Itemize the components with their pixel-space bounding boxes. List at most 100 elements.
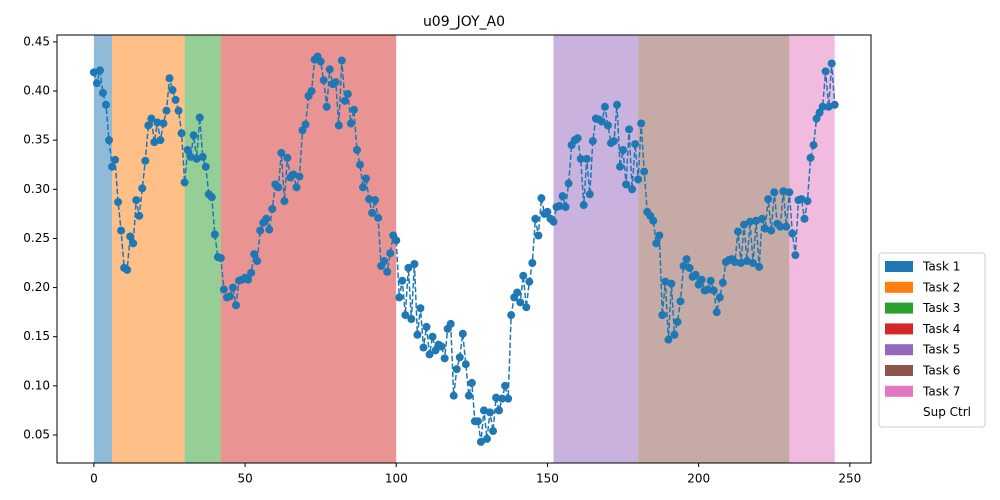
legend-swatch: [885, 302, 913, 314]
data-point: [519, 271, 528, 280]
data-point: [153, 118, 162, 127]
data-point: [507, 311, 516, 320]
data-point: [256, 226, 265, 235]
data-point: [534, 231, 543, 240]
data-point: [770, 188, 779, 197]
data-point: [232, 301, 241, 310]
y-tick-label: 0.20: [23, 280, 50, 294]
data-point: [298, 126, 307, 135]
data-point: [779, 187, 788, 196]
data-point: [349, 105, 358, 114]
y-tick-label: 0.25: [23, 231, 50, 245]
data-point: [374, 213, 383, 222]
legend-label: Task 2: [922, 280, 960, 294]
data-point: [307, 87, 316, 96]
data-point: [516, 298, 525, 307]
data-point: [486, 408, 495, 417]
data-point: [186, 152, 195, 161]
data-point: [812, 114, 821, 123]
y-tick-label: 0.10: [23, 378, 50, 392]
data-point: [658, 311, 667, 320]
data-point: [649, 216, 658, 225]
data-point: [446, 319, 455, 328]
data-point: [419, 343, 428, 352]
data-point: [431, 346, 440, 355]
data-point: [461, 360, 470, 369]
data-point: [89, 68, 98, 77]
legend-swatch: [885, 261, 913, 272]
data-point: [247, 268, 256, 277]
data-point: [355, 160, 364, 169]
data-point: [368, 208, 377, 217]
y-tick-label: 0.30: [23, 182, 50, 196]
data-point: [561, 202, 570, 211]
data-point: [159, 119, 168, 128]
data-point: [244, 275, 253, 284]
data-point: [144, 121, 153, 130]
data-point: [458, 329, 467, 338]
data-point: [395, 293, 404, 302]
data-point: [558, 192, 567, 201]
chart-title: u09_JOY_A0: [423, 14, 505, 30]
data-point: [138, 184, 147, 193]
data-point: [818, 102, 827, 111]
data-point: [476, 437, 485, 446]
data-point: [467, 378, 476, 387]
task-span: [112, 35, 185, 463]
data-point: [183, 145, 192, 154]
data-point: [401, 311, 410, 320]
data-point: [98, 88, 107, 97]
data-point: [495, 406, 504, 415]
legend-swatch: [885, 281, 913, 293]
legend-label: Task 6: [922, 364, 960, 378]
data-point: [280, 197, 289, 206]
data-point: [827, 59, 836, 68]
data-point: [806, 153, 815, 162]
data-point: [691, 270, 700, 279]
task-span: [638, 35, 790, 463]
data-point: [331, 78, 340, 87]
data-point: [800, 214, 809, 223]
data-point: [749, 259, 758, 268]
data-point: [392, 236, 401, 245]
data-point: [736, 259, 745, 268]
data-point: [174, 106, 183, 115]
data-point: [162, 106, 171, 115]
data-point: [168, 86, 177, 95]
data-point: [207, 193, 216, 202]
data-point: [216, 254, 225, 263]
data-point: [667, 279, 676, 288]
data-point: [603, 121, 612, 130]
legend-swatch: [885, 406, 913, 418]
data-point: [655, 231, 664, 240]
data-point: [543, 207, 552, 216]
data-point: [830, 100, 839, 109]
data-point: [679, 261, 688, 270]
x-tick-label: 250: [838, 472, 861, 486]
data-point: [555, 202, 564, 211]
data-point: [198, 152, 207, 161]
task-span: [184, 35, 221, 463]
data-point: [616, 162, 625, 171]
data-point: [824, 102, 833, 111]
data-point: [743, 257, 752, 266]
data-point: [343, 89, 352, 98]
data-point: [165, 74, 174, 83]
data-point: [634, 175, 643, 184]
data-point: [498, 394, 507, 403]
data-point: [346, 119, 355, 128]
data-point: [437, 342, 446, 351]
x-tick-label: 150: [536, 472, 559, 486]
data-point: [597, 117, 606, 126]
data-point: [425, 350, 434, 359]
legend-swatch: [885, 323, 913, 335]
data-point: [600, 102, 609, 111]
data-point: [422, 322, 431, 331]
data-point: [576, 154, 585, 163]
data-point: [815, 108, 824, 117]
data-point: [404, 263, 413, 272]
data-point: [141, 156, 150, 165]
data-point: [105, 136, 114, 145]
data-point: [531, 214, 540, 223]
